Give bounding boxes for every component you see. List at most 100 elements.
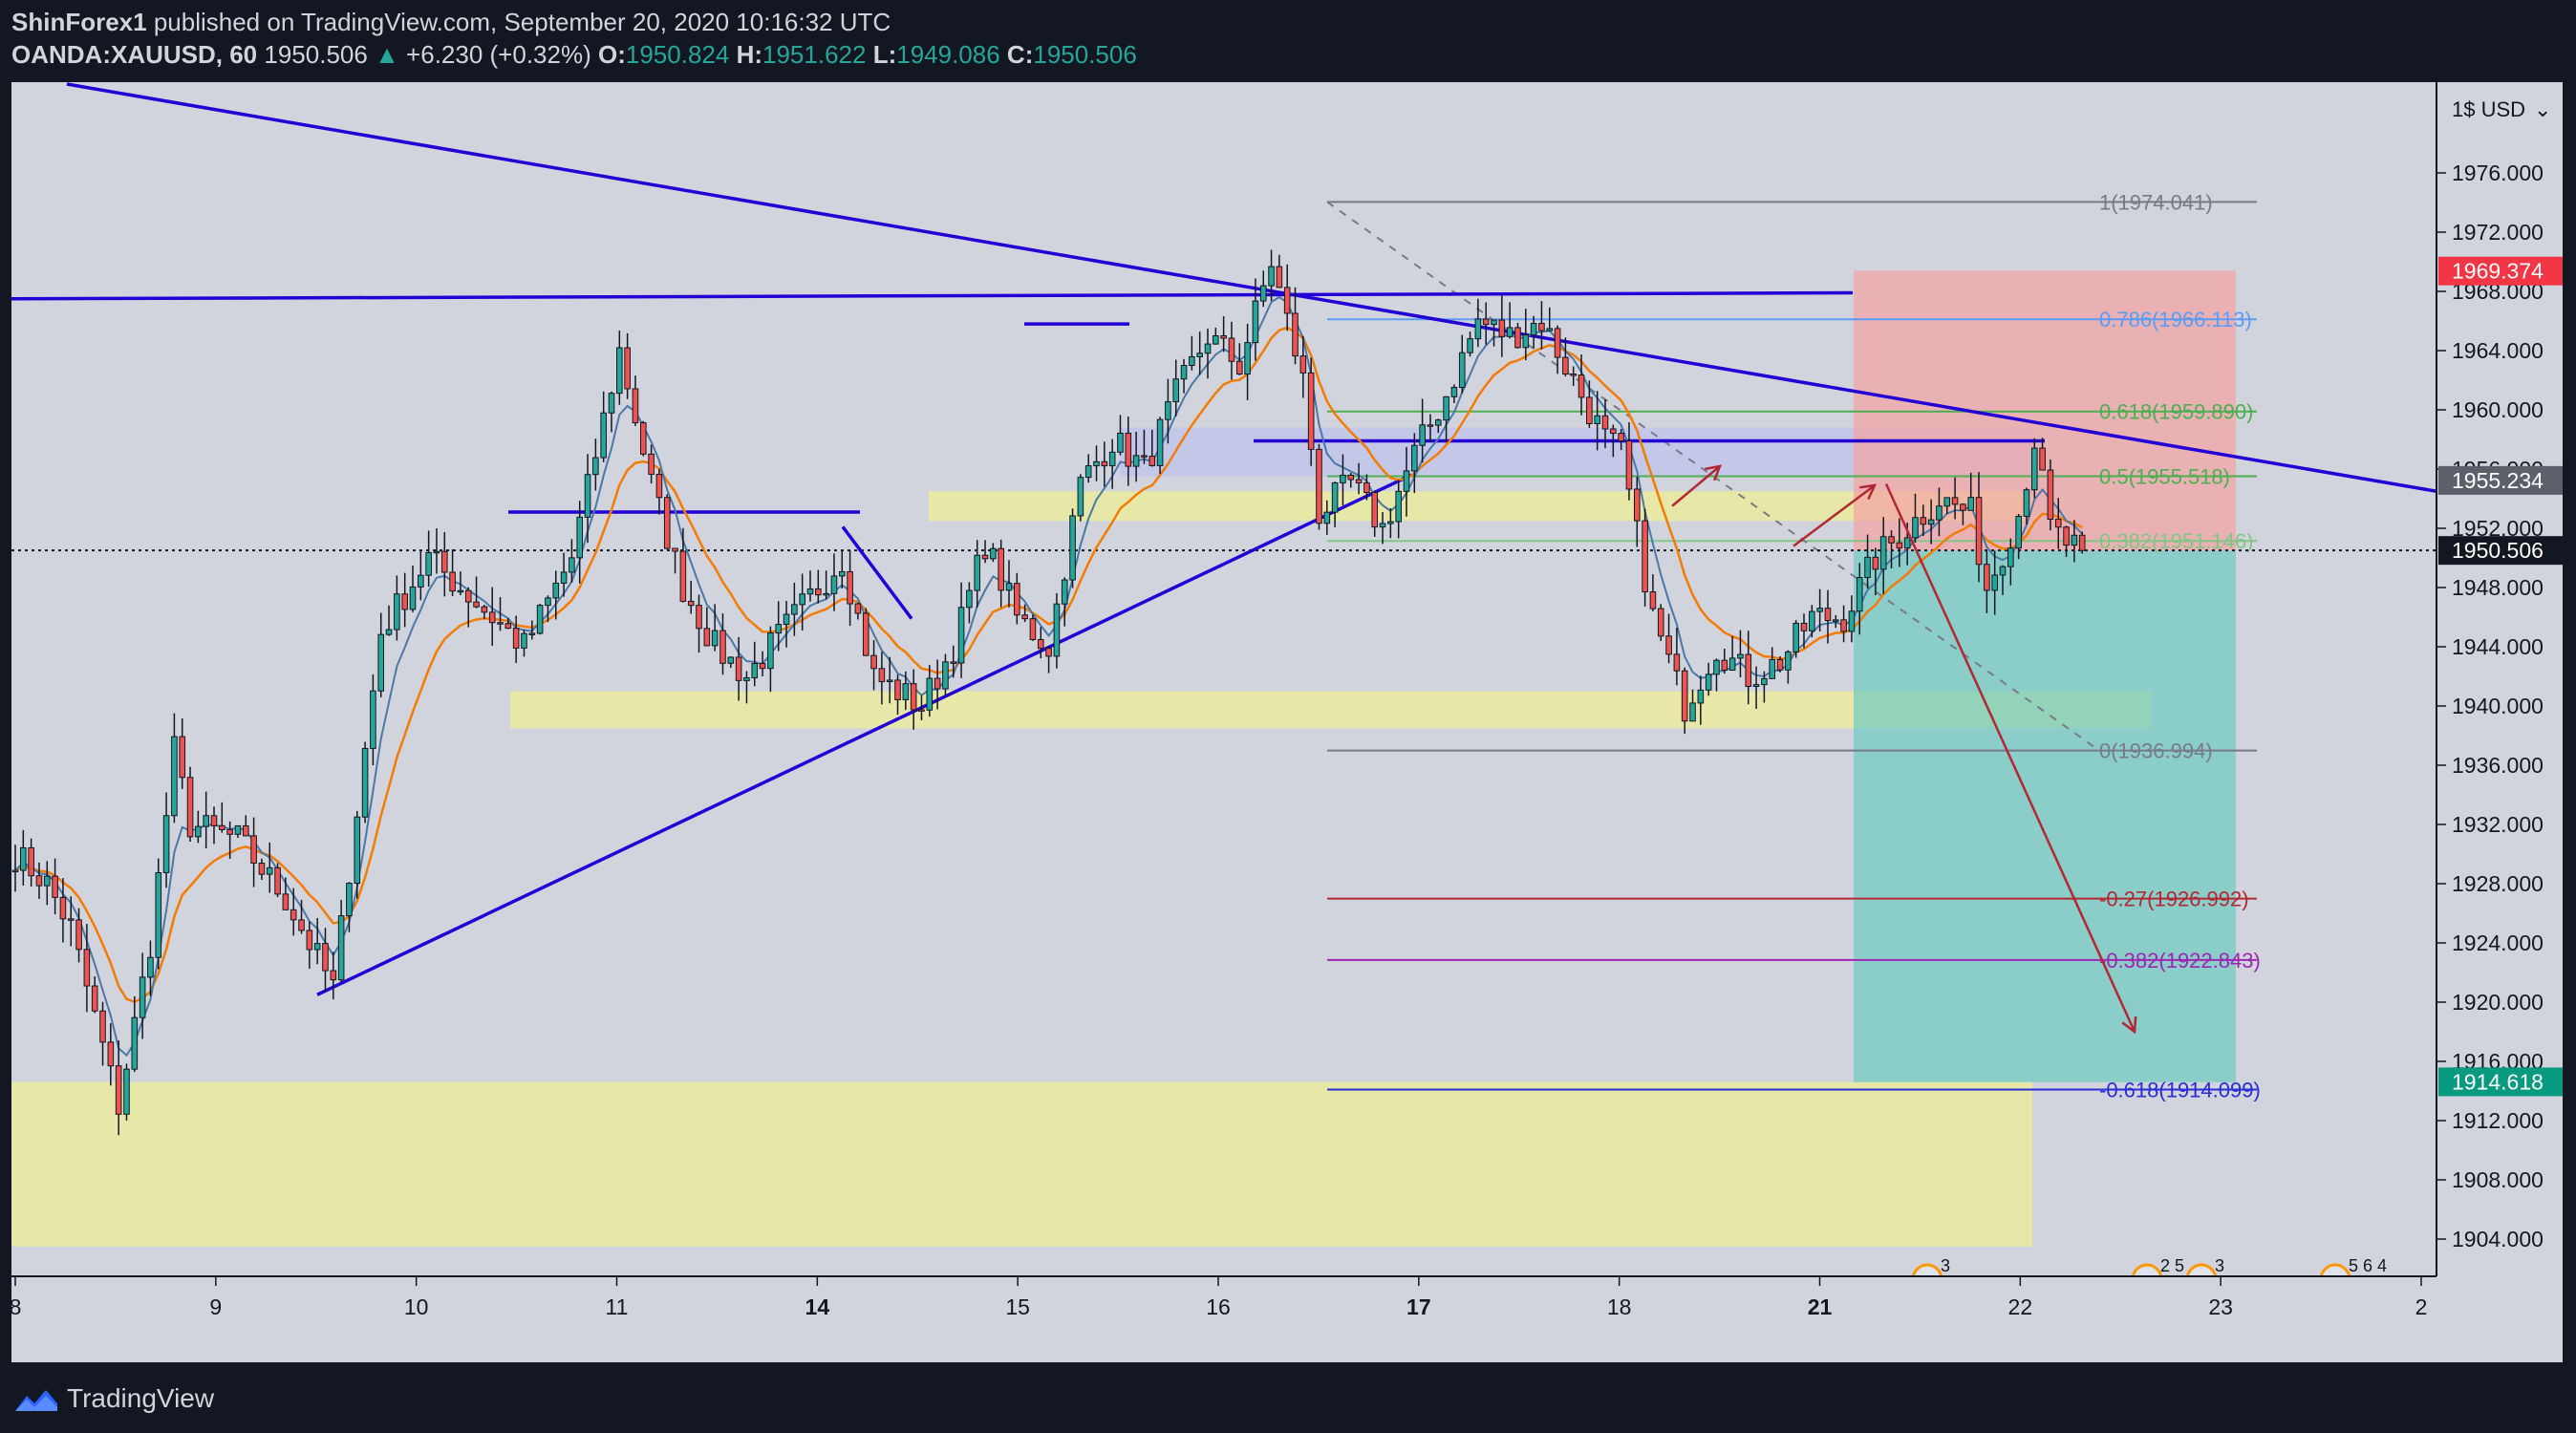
candle [679,527,687,603]
candle [2071,520,2078,563]
candle-body [1387,521,1394,524]
trend-lines [11,82,2437,996]
candle [1785,650,1792,684]
x-tick-label: 9 [209,1294,222,1319]
candle-body [203,815,209,827]
candle [1403,446,1410,517]
candle-body [687,600,695,607]
candle [1689,689,1696,722]
candle [894,674,901,716]
candle [1474,298,1482,348]
candle-body [282,893,290,910]
open-label: O: [597,40,626,69]
candle-body [918,709,925,712]
candle [1458,334,1466,394]
candle [1872,547,1879,596]
candle-body [1896,542,1903,549]
candle-body [870,654,877,670]
candle [608,391,615,433]
candle [1912,493,1919,543]
candle [2054,498,2062,549]
candle [1498,295,1506,357]
author-name[interactable]: ShinForex1 [11,8,147,36]
candle [521,630,527,657]
candle-body [1506,327,1513,337]
candle [91,976,98,1014]
last-price: 1950.506 [264,40,368,69]
candle-body [139,976,146,1018]
candle [354,810,361,899]
candle-body [1618,433,1624,442]
candle [1570,366,1578,386]
candle [838,549,846,588]
candle [1769,647,1776,679]
candle [1888,530,1895,569]
candle [497,597,504,631]
candle-body [1220,334,1227,339]
candle-body [1984,564,1990,591]
publish-text: published on TradingView.com, September … [153,8,891,36]
candle [957,582,965,678]
y-tick-label: 1948.000 [2452,575,2544,600]
candle [1213,327,1219,345]
candle-body [43,875,51,887]
candle [147,940,154,996]
candle-body [234,824,242,835]
candle-body [1649,591,1657,610]
y-tick-label: 1908.000 [2452,1167,2544,1192]
candle-body [981,554,989,560]
candle [1252,278,1259,361]
candle-body [1403,470,1410,492]
candle-body [1530,322,1537,336]
candle-body [1069,515,1076,581]
candle-body [210,815,218,826]
candle [1077,474,1084,522]
candle-body [123,1068,130,1115]
candle [258,858,266,881]
candle-body [1029,618,1037,640]
candle [1117,415,1124,456]
candle-body [1856,577,1863,612]
candle-body [838,570,846,577]
chart-frame[interactable]: 1(1974.041) 0.786(1966.113) 0.618(1959.890… [11,82,2563,1362]
candle-body [346,883,353,917]
candle [576,501,584,584]
candle-body [1975,497,1983,566]
x-tick-label: 15 [1005,1294,1030,1319]
candle-body [663,497,671,549]
candle-body [35,875,43,887]
close-label: C: [1006,40,1034,69]
candle-body [815,588,822,596]
price-chart[interactable]: 1(1974.041) 0.786(1966.113) 0.618(1959.890… [11,82,2563,1362]
candle [966,582,973,624]
candle-body [481,606,488,613]
symbol-label[interactable]: OANDA:XAUUSD, 60 [11,40,258,69]
candle-body [1642,520,1648,593]
fib-label: -0.382(1922.843) [2099,949,2261,973]
candle-body [1967,497,1975,511]
candle-body [266,866,273,875]
candle [290,888,297,936]
candle [1228,321,1235,380]
candle [210,806,218,845]
candle-body [990,547,997,560]
candle [1355,462,1363,495]
candle-body [2023,489,2030,517]
candle [28,838,34,888]
candle-body [1156,418,1164,466]
candle [639,420,647,457]
candle [1419,398,1426,463]
candle-body [2071,534,2078,546]
candle-body [743,676,750,681]
candle-body [1204,343,1212,354]
candle-body [545,597,551,607]
high-label: H: [736,40,762,69]
candle-body [1467,338,1473,353]
tradingview-brand[interactable]: TradingView [13,1383,214,1414]
x-tick-label: 8 [11,1294,21,1319]
candle [1061,577,1068,627]
candle-body [616,347,623,395]
candle [1792,620,1799,658]
candle [1999,565,2007,595]
y-tick-label: 1924.000 [2452,930,2544,955]
